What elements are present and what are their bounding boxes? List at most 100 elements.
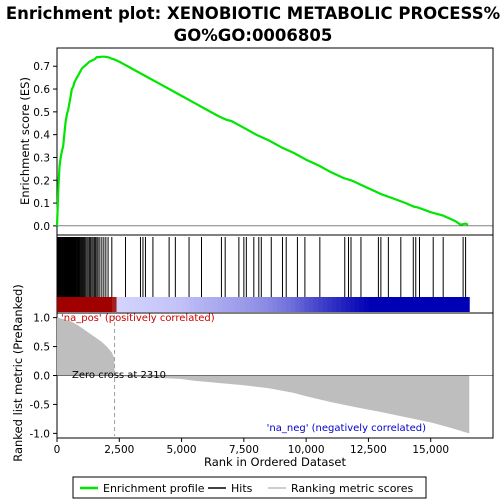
heatmap-segment xyxy=(336,297,342,312)
heatmap-segment xyxy=(217,297,223,312)
heatmap-segment xyxy=(171,297,177,312)
heatmap-segment xyxy=(157,297,163,312)
heatmap-segment xyxy=(254,297,259,312)
heatmap-segment xyxy=(98,297,104,312)
metric-x-tick-label: 15,000 xyxy=(412,444,449,456)
heatmap-segment xyxy=(373,297,379,312)
heatmap-segment xyxy=(75,297,81,312)
es-y-tick-label: 0.4 xyxy=(33,130,50,142)
metric-y-tick-label: -0.5 xyxy=(30,399,51,411)
heatmap-segment xyxy=(286,297,292,312)
heatmap-segment xyxy=(240,297,246,312)
zero-cross-label: Zero cross at 2310 xyxy=(72,370,166,381)
heatmap-segment xyxy=(107,297,113,312)
heatmap-segment xyxy=(57,297,62,312)
heatmap-segment xyxy=(354,297,360,312)
heatmap-segment xyxy=(244,297,250,312)
chart-title-line-1: Enrichment plot: XENOBIOTIC METABOLIC PR… xyxy=(6,4,500,23)
heatmap-segment xyxy=(299,297,305,312)
metric-x-axis-label: Rank in Ordered Dataset xyxy=(204,455,347,469)
metric-x-axis: 0 2,500 5,000 7,500 10,000 12,500 15,000 xyxy=(54,438,449,456)
heatmap-segment xyxy=(295,297,301,312)
heatmap-segment xyxy=(102,297,108,312)
heatmap-segment xyxy=(125,297,131,312)
heatmap-segment xyxy=(212,297,218,312)
es-y-axis: 0.0 0.1 0.2 0.3 0.4 0.5 0.6 0.7 xyxy=(33,61,57,233)
heatmap-segment xyxy=(272,297,278,312)
heatmap-segment xyxy=(331,297,337,312)
metric-y-tick-label: -1.0 xyxy=(30,428,51,440)
hits-panel xyxy=(56,234,494,314)
heatmap-segment xyxy=(121,297,127,312)
ranking-heatmap-band xyxy=(57,297,470,312)
enrichment-profile-line xyxy=(55,55,469,226)
heatmap-segment xyxy=(189,297,195,312)
metric-y-axis: 1.0 0.5 0.0 -0.5 -1.0 xyxy=(30,313,57,440)
es-y-tick-label: 0.0 xyxy=(33,221,50,233)
heatmap-segment xyxy=(93,297,99,312)
heatmap-segment xyxy=(176,297,182,312)
metric-x-tick-label: 2,500 xyxy=(104,444,134,456)
heatmap-segment xyxy=(134,297,140,312)
metric-x-tick-label: 0 xyxy=(54,444,61,456)
positive-correlation-label: 'na_pos' (positively correlated) xyxy=(61,313,215,324)
heatmap-segment xyxy=(318,297,324,312)
heatmap-segment xyxy=(396,297,402,312)
heatmap-segment xyxy=(423,297,429,312)
heatmap-segment xyxy=(304,297,310,312)
heatmap-segment xyxy=(455,297,461,312)
legend: Enrichment profile Hits Ranking metric sco… xyxy=(72,476,427,499)
metric-x-tick-label: 10,000 xyxy=(288,444,325,456)
legend-label: Enrichment profile xyxy=(103,482,205,495)
heatmap-segment xyxy=(446,297,452,312)
heatmap-segment xyxy=(166,297,172,312)
metric-y-tick-label: 0.0 xyxy=(33,371,50,383)
legend-label: Ranking metric scores xyxy=(291,482,413,495)
heatmap-segment xyxy=(231,297,237,312)
heatmap-segment xyxy=(386,297,392,312)
heatmap-segment xyxy=(79,297,85,312)
metric-panel: 1.0 0.5 0.0 -0.5 -1.0 0 2,500 5,000 7,500 10,000… xyxy=(11,284,494,469)
hits-marks xyxy=(56,237,467,297)
heatmap-segment xyxy=(144,297,150,312)
heatmap-segment xyxy=(341,297,347,312)
heatmap-segment xyxy=(194,297,200,312)
heatmap-segment xyxy=(199,297,205,312)
heatmap-segment xyxy=(382,297,388,312)
heatmap-segment xyxy=(61,297,67,312)
heatmap-segment xyxy=(263,297,269,312)
es-y-tick-label: 0.5 xyxy=(33,107,50,119)
metric-y-axis-label: Ranked list metric (PreRanked) xyxy=(11,284,25,462)
heatmap-segment xyxy=(327,297,333,312)
heatmap-segment xyxy=(391,297,397,312)
heatmap-segment xyxy=(267,297,273,312)
heatmap-segment xyxy=(460,297,466,312)
heatmap-segment xyxy=(405,297,411,312)
heatmap-segment xyxy=(70,297,76,312)
heatmap-segment xyxy=(345,297,351,312)
heatmap-segment xyxy=(322,297,328,312)
heatmap-segment xyxy=(359,297,365,312)
metric-y-tick-label: 1.0 xyxy=(33,313,50,325)
heatmap-segment xyxy=(162,297,168,312)
heatmap-segment xyxy=(111,297,117,312)
heatmap-segment xyxy=(441,297,447,312)
legend-box xyxy=(72,476,427,499)
heatmap-segment xyxy=(208,297,214,312)
es-panel: 0.0 0.1 0.2 0.3 0.4 0.5 0.6 0.7 Enrichment scor… xyxy=(18,47,494,236)
heatmap-segment xyxy=(89,297,95,312)
heatmap-segment xyxy=(203,297,209,312)
heatmap-segment xyxy=(249,297,255,312)
heatmap-segment xyxy=(428,297,434,312)
metric-x-tick-label: 5,000 xyxy=(167,444,197,456)
es-y-tick-label: 0.3 xyxy=(33,152,50,164)
heatmap-segment xyxy=(84,297,90,312)
heatmap-segment xyxy=(221,297,227,312)
heatmap-segment xyxy=(185,297,191,312)
heatmap-segment xyxy=(313,297,319,312)
heatmap-segment xyxy=(464,297,470,312)
negative-correlation-label: 'na_neg' (negatively correlated) xyxy=(267,423,426,434)
es-y-tick-label: 0.7 xyxy=(33,61,50,73)
heatmap-segment xyxy=(363,297,369,312)
heatmap-segment xyxy=(235,297,241,312)
